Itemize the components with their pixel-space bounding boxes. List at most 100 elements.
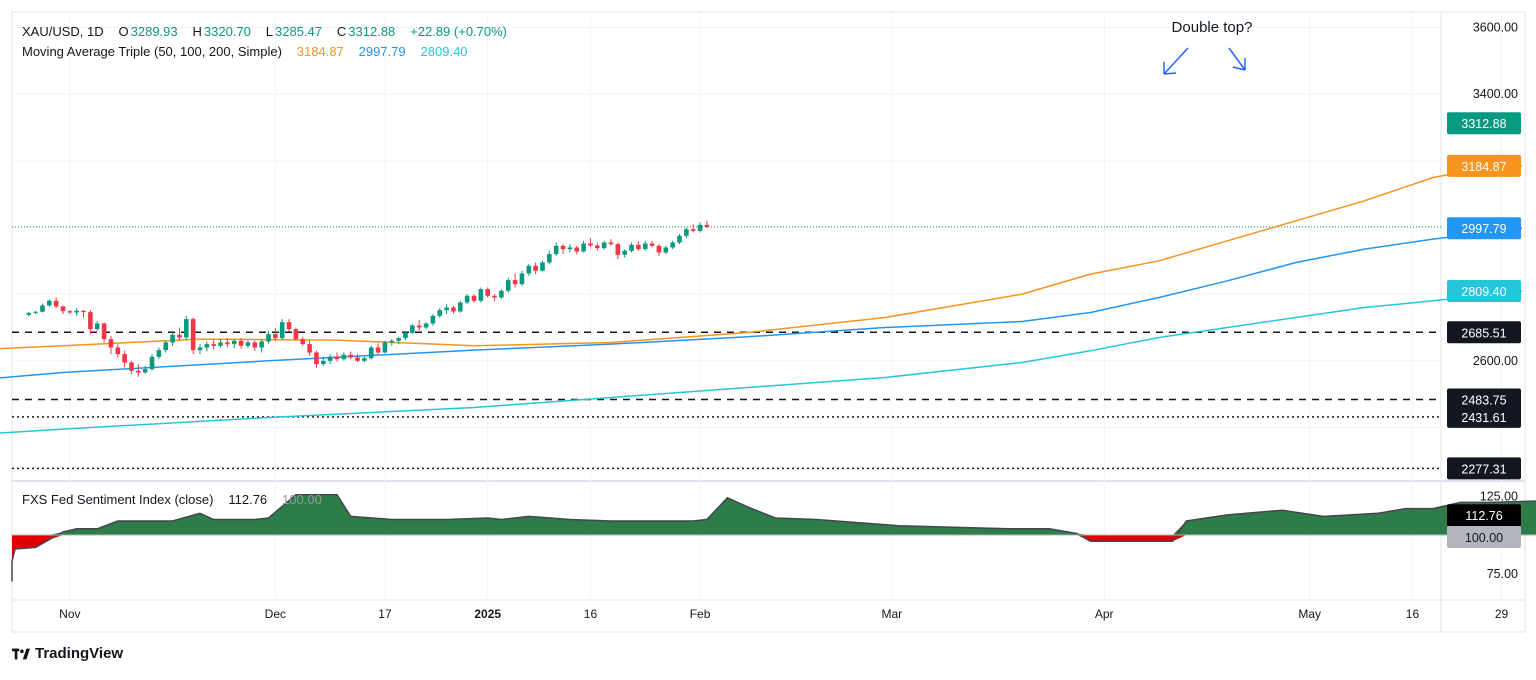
candles — [26, 220, 710, 377]
candle-body — [122, 354, 127, 363]
ma100-line — [0, 227, 1523, 379]
candle-body — [430, 315, 436, 324]
tradingview-wordmark: TradingView — [35, 645, 124, 662]
ma-legend: Moving Average Triple (50, 100, 200, Sim… — [22, 44, 470, 59]
candle-body — [458, 302, 463, 312]
candle-body — [567, 247, 573, 250]
candle-body — [423, 323, 429, 328]
x-tick-label: 16 — [584, 607, 598, 621]
candle-body — [67, 311, 73, 313]
change-value: +22.89 (+0.70%) — [410, 24, 508, 39]
candle-body — [416, 325, 422, 328]
y-tick-label: 3400.00 — [1473, 87, 1518, 101]
annotations: Double top? — [1163, 19, 1252, 75]
price-label-level: 2483.75 — [1461, 394, 1506, 408]
x-tick-label: May — [1298, 607, 1321, 621]
candle-body — [293, 329, 299, 340]
candle-body — [519, 273, 525, 285]
candle-body — [471, 295, 477, 301]
indicator-y-tick-label: 125.00 — [1480, 489, 1518, 503]
candle-body — [334, 356, 340, 360]
candle-body — [238, 340, 244, 346]
candle-body — [588, 243, 593, 246]
candle-body — [273, 334, 278, 339]
indicator-ref: 100.00 — [282, 492, 322, 507]
candle-body — [218, 342, 223, 346]
candle-body — [136, 370, 141, 373]
candle-body — [615, 244, 621, 255]
candle-body — [60, 306, 66, 312]
candle-body — [252, 342, 258, 348]
indicator-ref-tag: 100.00 — [1465, 531, 1503, 545]
x-tick-label: Mar — [882, 607, 903, 621]
candle-body — [362, 358, 367, 361]
sentiment-line — [11, 493, 1536, 582]
candle-body — [601, 242, 607, 249]
open-label: O — [118, 24, 129, 39]
indicator-title: FXS Fed Sentiment Index (close) — [22, 492, 214, 507]
candle-body — [512, 280, 518, 285]
candle-body — [505, 280, 511, 291]
candle-body — [642, 243, 648, 250]
candle-body — [74, 310, 79, 313]
arrow-right-icon — [1228, 47, 1246, 71]
price-label-level-bg — [1447, 457, 1521, 480]
candle-body — [142, 369, 148, 373]
candle-body — [149, 356, 155, 370]
chart-frame — [11, 11, 1526, 633]
candle-body — [396, 338, 401, 341]
ma100-value: 2997.79 — [358, 44, 406, 59]
candle-body — [47, 300, 52, 306]
candle-body — [649, 243, 655, 246]
candle-body — [684, 229, 689, 236]
candle-body — [279, 322, 285, 339]
tradingview-logo[interactable]: TradingView — [12, 645, 123, 662]
candle-body — [608, 242, 614, 245]
arrow-left-icon — [1163, 47, 1189, 75]
candle-body — [690, 229, 696, 231]
candle-body — [492, 295, 497, 298]
candle-body — [341, 354, 347, 360]
candle-body — [636, 244, 641, 250]
price-label-ma100: 2997.79 — [1461, 222, 1506, 236]
indicator-y-tick-label: 75.00 — [1487, 567, 1518, 581]
candle-body — [560, 245, 566, 250]
ma200-value: 2809.40 — [420, 44, 468, 59]
candle-body — [677, 235, 682, 243]
high-label: H — [192, 24, 202, 39]
price-label-ma50: 3184.87 — [1461, 160, 1506, 174]
candle-body — [375, 347, 381, 353]
price-label-level: 2277.31 — [1461, 462, 1506, 476]
price-label-level: 2685.51 — [1461, 326, 1506, 340]
price-label-level: 2431.61 — [1461, 411, 1506, 425]
candle-body — [115, 347, 121, 355]
price-label-ma100-bg — [1447, 217, 1521, 240]
candle-body — [88, 312, 93, 330]
y-tick-label: 2600.00 — [1473, 354, 1518, 368]
candle-body — [314, 352, 319, 365]
candle-body — [81, 310, 86, 313]
candle-body — [156, 350, 162, 357]
candle-body — [190, 319, 196, 351]
candle-body — [670, 242, 675, 248]
candle-body — [444, 307, 449, 311]
price-label-ma200: 2809.40 — [1461, 285, 1506, 299]
candle-body — [348, 354, 353, 358]
ma-title: Moving Average Triple (50, 100, 200, Sim… — [22, 44, 282, 59]
close-label: C — [336, 24, 347, 39]
candle-body — [464, 295, 470, 303]
indicator-legend: FXS Fed Sentiment Index (close) 112.76 1… — [22, 492, 324, 507]
candle-body — [533, 265, 538, 271]
indicator-value-tag: 112.76 — [1465, 509, 1502, 523]
x-tick-label: 29 — [1495, 607, 1509, 621]
candle-body — [225, 342, 230, 345]
x-tick-label: Nov — [59, 607, 80, 621]
x-tick-label: Dec — [265, 607, 286, 621]
price-label-ma50-bg — [1447, 154, 1521, 177]
x-tick-label: Feb — [690, 607, 711, 621]
candle-body — [526, 265, 532, 274]
candle-body — [540, 262, 545, 271]
ma200-line — [0, 290, 1523, 434]
price-label-ma200-bg — [1447, 280, 1521, 303]
